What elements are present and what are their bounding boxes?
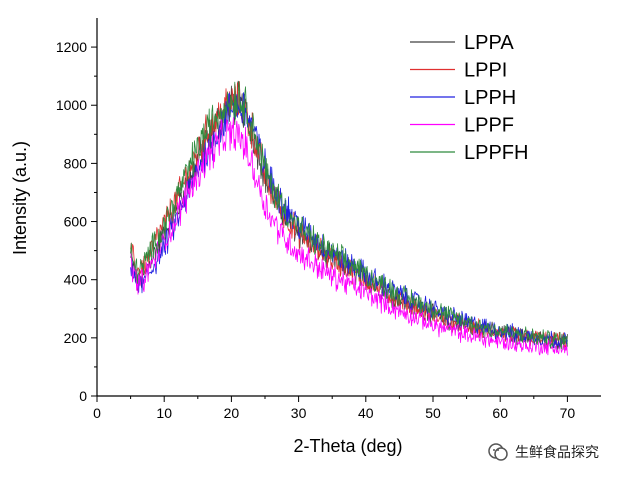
x-tick-label: 10 bbox=[156, 405, 172, 421]
x-tick-label: 30 bbox=[291, 405, 307, 421]
ticks-layer: 0 10 20 30 40 50 60 70 0 200 400 600 800 1000 1200 bbox=[56, 39, 576, 421]
watermark-text: 生鲜食品探究 bbox=[515, 445, 599, 461]
y-tick-label: 200 bbox=[64, 330, 88, 346]
y-tick-label: 600 bbox=[64, 214, 88, 230]
series-layer bbox=[130, 80, 568, 356]
y-tick-label: 1200 bbox=[56, 39, 87, 55]
x-tick-label: 20 bbox=[224, 405, 240, 421]
legend-label-lppi: LPPI bbox=[464, 60, 507, 82]
axes-layer bbox=[96, 18, 601, 397]
watermark: 生鲜食品探究 bbox=[487, 440, 599, 464]
x-tick-label: 50 bbox=[425, 405, 441, 421]
y-tick-label: 0 bbox=[79, 388, 87, 404]
x-tick-label: 60 bbox=[492, 405, 508, 421]
legend-label-lppf: LPPF bbox=[464, 115, 514, 137]
x-tick-label: 0 bbox=[93, 405, 101, 421]
series-lppf-line bbox=[130, 117, 568, 356]
legend-label-lpph: LPPH bbox=[464, 87, 516, 109]
y-tick-label: 400 bbox=[64, 272, 88, 288]
legend-label-lppa: LPPA bbox=[464, 32, 514, 54]
y-tick-label: 1000 bbox=[56, 97, 87, 113]
series-lppfh-line bbox=[130, 81, 568, 350]
x-tick-label: 40 bbox=[358, 405, 374, 421]
legend: LPPA LPPI LPPH LPPF LPPFH bbox=[410, 32, 528, 164]
y-axis-title: Intensity (a.u.) bbox=[10, 141, 30, 255]
wechat-icon bbox=[488, 443, 508, 461]
x-tick-label: 70 bbox=[560, 405, 576, 421]
legend-label-lppfh: LPPFH bbox=[464, 142, 528, 164]
y-tick-label: 800 bbox=[64, 155, 88, 171]
x-axis-title: 2-Theta (deg) bbox=[293, 436, 402, 456]
